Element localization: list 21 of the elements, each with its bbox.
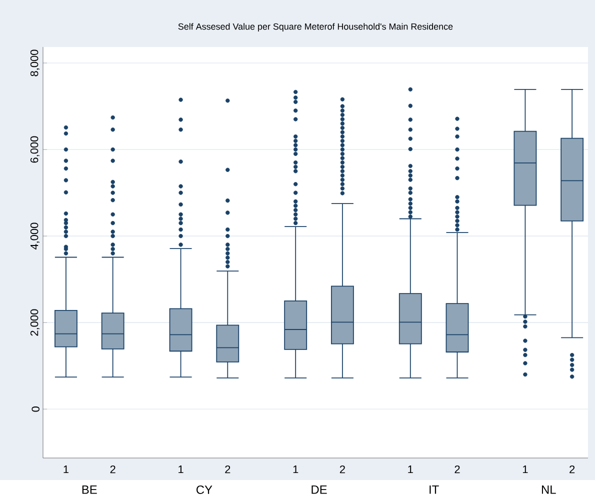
- x-tick-label: 2: [340, 465, 345, 474]
- y-tick-label: 4,000: [30, 222, 40, 250]
- x-tick-label: 1: [408, 465, 413, 473]
- x-tick-label: 2: [454, 465, 460, 474]
- text: DE: [312, 485, 327, 494]
- y-tick-label: 2,000: [30, 309, 40, 336]
- text: IT: [430, 485, 439, 494]
- y-tick-label: 0: [32, 406, 40, 412]
- x-tick-label: 2: [570, 465, 575, 474]
- text: CY: [196, 485, 212, 494]
- chart-title: Self Assesed Value per Square Meterof Household's Main Residence: [178, 22, 453, 32]
- y-tick-label: 8,000: [30, 50, 40, 76]
- x-tick-label: 1: [522, 465, 528, 473]
- x-tick-label: 1: [293, 465, 298, 473]
- x-tick-label: 2: [225, 465, 230, 474]
- text: NL: [542, 485, 556, 494]
- x-tick-label: 2: [110, 465, 116, 474]
- x-tick-label: 1: [64, 465, 68, 473]
- y-tick-label: 6,000: [30, 136, 40, 163]
- text: BE: [82, 485, 97, 494]
- x-tick-label: 1: [178, 465, 184, 473]
